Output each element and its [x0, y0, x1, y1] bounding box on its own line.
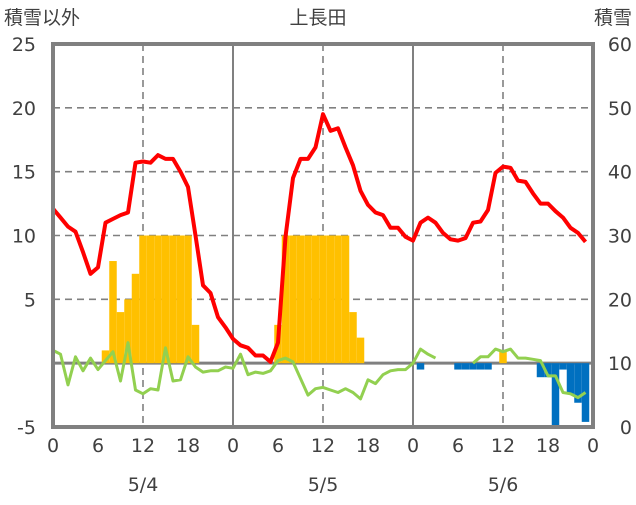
orange-bar — [124, 299, 132, 364]
orange-bar — [169, 235, 177, 364]
x-tick-label: 0 — [47, 435, 59, 457]
blue-bar — [461, 363, 470, 370]
orange-bar — [319, 235, 327, 364]
blue-bar — [544, 363, 552, 378]
x-tick-label: 6 — [272, 435, 284, 457]
orange-bar — [191, 324, 200, 364]
right-tick-label: 60 — [608, 34, 632, 56]
right-axis-label: 積雪 — [594, 7, 632, 29]
right-tick-label: 10 — [608, 353, 632, 375]
orange-bar — [499, 350, 507, 364]
orange-bar — [334, 235, 342, 364]
x-tick-label: 18 — [176, 435, 200, 457]
date-label: 5/4 — [128, 474, 159, 496]
left-tick-label: 5 — [24, 289, 36, 311]
blue-bar — [476, 363, 485, 370]
x-tick-label: 6 — [452, 435, 464, 457]
green-line — [52, 341, 437, 401]
right-tick-label: 40 — [608, 162, 632, 184]
x-tick-label: 6 — [92, 435, 104, 457]
date-label: 5/6 — [488, 474, 519, 496]
blue-bar — [469, 363, 477, 370]
blue-bar — [536, 363, 545, 378]
orange-bar — [311, 235, 320, 364]
blue-bar — [574, 363, 582, 403]
orange-bar — [326, 235, 335, 364]
orange-bar — [296, 235, 305, 364]
x-tick-label: 0 — [227, 435, 239, 457]
orange-bar — [116, 312, 125, 364]
x-tick-label: 0 — [587, 435, 599, 457]
date-label: 5/5 — [308, 474, 339, 496]
x-tick-label: 12 — [131, 435, 155, 457]
x-tick-label: 12 — [311, 435, 335, 457]
chart-title: 上長田 — [289, 7, 346, 29]
left-axis-label: 積雪以外 — [4, 7, 80, 29]
x-tick-label: 0 — [407, 435, 419, 457]
orange-bar — [341, 235, 350, 364]
orange-bar — [289, 235, 297, 364]
orange-bar — [131, 273, 140, 364]
left-tick-label: 15 — [12, 162, 36, 184]
red-line — [51, 112, 588, 364]
right-tick-label: 20 — [608, 289, 632, 311]
x-tick-label: 18 — [536, 435, 560, 457]
x-tick-label: 18 — [356, 435, 380, 457]
blue-bar — [454, 363, 462, 370]
right-tick-label: 50 — [608, 98, 632, 120]
orange-bar — [356, 337, 365, 364]
blue-bar — [484, 363, 492, 370]
left-tick-label: 20 — [12, 98, 36, 120]
orange-bar — [109, 261, 117, 364]
orange-bar — [146, 235, 155, 364]
blue-bar — [416, 363, 425, 370]
plot-frame — [51, 42, 595, 429]
orange-bar — [349, 312, 357, 364]
right-tick-label: 30 — [608, 226, 632, 248]
orange-bar — [161, 235, 170, 364]
orange-bar — [101, 350, 110, 364]
blue-bar — [559, 363, 567, 370]
left-tick-label: 25 — [12, 34, 36, 56]
x-tick-label: 12 — [491, 435, 515, 457]
left-tick-label: 10 — [12, 226, 36, 248]
orange-bar — [139, 235, 147, 364]
blue-bar — [551, 363, 560, 427]
orange-bar — [304, 235, 312, 364]
orange-bar — [184, 235, 192, 364]
green-line — [472, 347, 587, 400]
orange-bar — [281, 235, 290, 364]
orange-bar — [176, 235, 185, 364]
right-tick-label: 0 — [620, 417, 632, 439]
left-tick-label: -5 — [17, 417, 36, 439]
orange-bar — [154, 235, 162, 364]
blue-bar — [566, 363, 575, 394]
